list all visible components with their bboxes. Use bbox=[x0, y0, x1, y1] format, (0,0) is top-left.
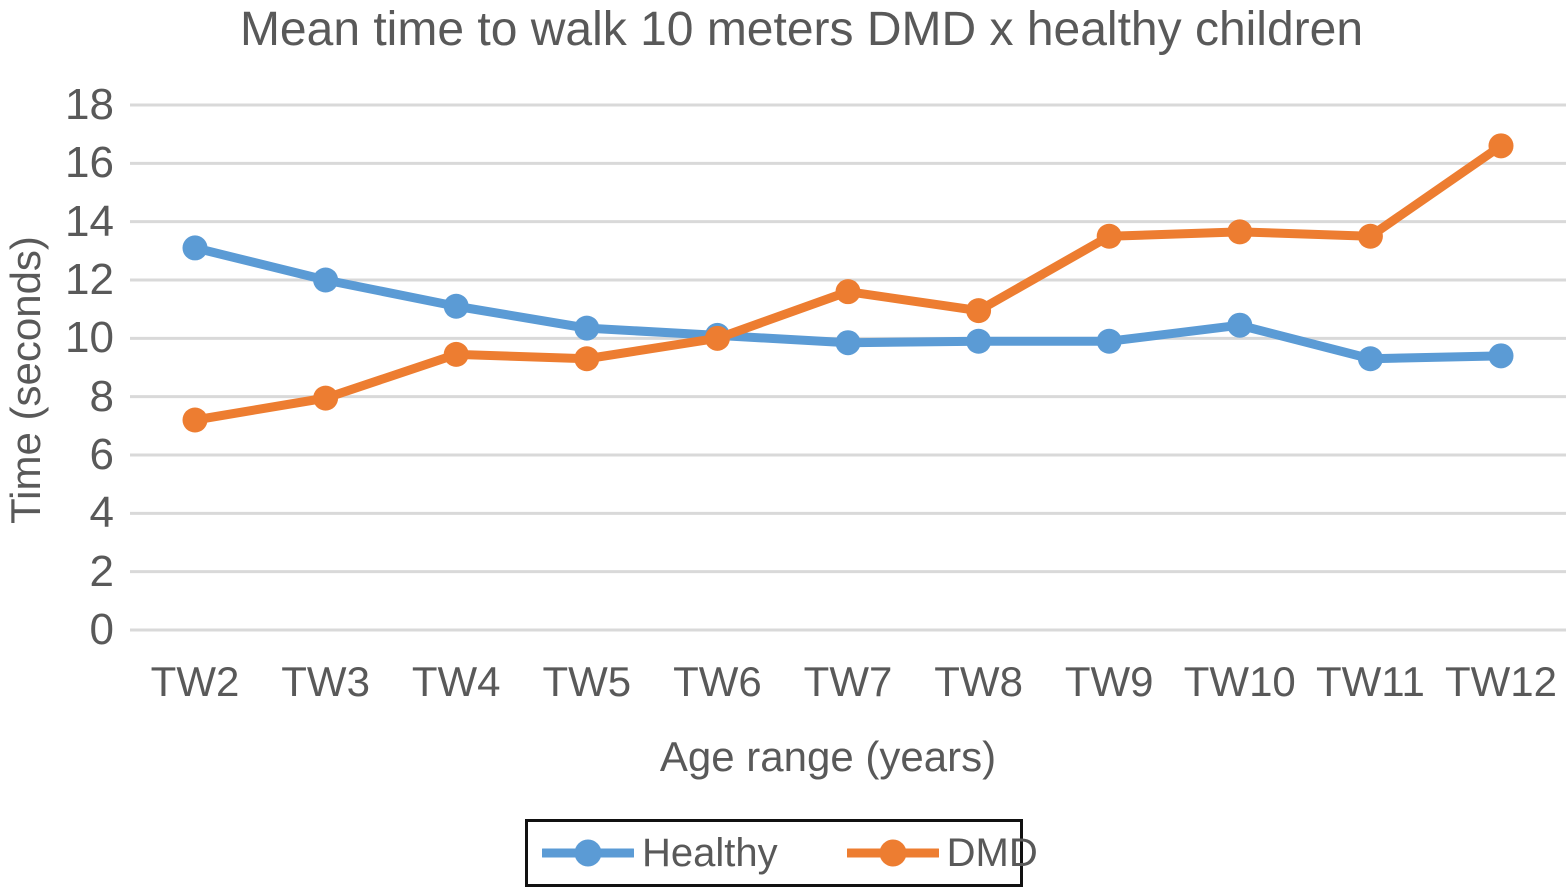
data-point-healthy-tw10 bbox=[1227, 312, 1253, 338]
y-tick-label: 10 bbox=[65, 313, 114, 363]
data-point-healthy-tw5 bbox=[574, 315, 600, 341]
legend-item-healthy: Healthy bbox=[542, 831, 778, 876]
data-point-dmd-tw8 bbox=[966, 298, 992, 324]
data-point-healthy-tw3 bbox=[313, 267, 339, 293]
y-tick-label: 12 bbox=[65, 255, 114, 304]
data-point-healthy-tw7 bbox=[835, 330, 861, 356]
legend-label-healthy: Healthy bbox=[642, 830, 778, 875]
x-axis-title: Age range (years) bbox=[659, 733, 997, 780]
x-tick-label: TW5 bbox=[542, 658, 632, 705]
data-point-dmd-tw3 bbox=[313, 385, 339, 411]
x-tick-label: TW4 bbox=[411, 658, 501, 705]
data-point-dmd-tw12 bbox=[1488, 133, 1514, 159]
legend-label-dmd: DMD bbox=[946, 830, 1038, 875]
data-point-dmd-tw10 bbox=[1227, 219, 1253, 245]
y-tick-label: 4 bbox=[89, 488, 114, 538]
x-tick-label: TW7 bbox=[803, 658, 893, 705]
x-tick-label: TW8 bbox=[934, 658, 1023, 705]
data-point-dmd-tw2 bbox=[182, 407, 208, 433]
data-point-healthy-tw8 bbox=[966, 328, 992, 354]
data-point-healthy-tw9 bbox=[1096, 328, 1122, 354]
legend-item-dmd: DMD bbox=[846, 830, 1038, 876]
data-point-dmd-tw6 bbox=[704, 325, 730, 351]
y-tick-label: 14 bbox=[65, 196, 114, 246]
y-axis-title: Time (seconds) bbox=[2, 236, 49, 524]
data-point-dmd-tw4 bbox=[443, 341, 469, 367]
data-point-healthy-tw4 bbox=[443, 293, 469, 319]
data-point-dmd-tw11 bbox=[1357, 223, 1383, 249]
y-tick-label: 8 bbox=[89, 371, 114, 421]
data-point-dmd-tw5 bbox=[574, 346, 600, 372]
y-tick-label: 16 bbox=[65, 138, 114, 188]
data-point-dmd-tw9 bbox=[1096, 223, 1122, 249]
y-tick-label: 2 bbox=[89, 546, 114, 596]
legend: Healthy DMD bbox=[525, 819, 1038, 887]
x-tick-label: TW10 bbox=[1183, 658, 1296, 705]
data-point-healthy-tw12 bbox=[1488, 343, 1514, 369]
data-point-dmd-tw7 bbox=[835, 279, 861, 305]
y-tick-label: 18 bbox=[65, 80, 114, 129]
x-tick-label: TW2 bbox=[150, 658, 240, 705]
x-tick-label: TW6 bbox=[673, 658, 762, 705]
x-tick-label: TW12 bbox=[1444, 658, 1557, 705]
chart-title: Mean time to walk 10 meters DMD x health… bbox=[239, 3, 1364, 56]
y-tick-label: 6 bbox=[89, 430, 114, 479]
y-tick-label: 0 bbox=[89, 605, 114, 654]
x-tick-label: TW11 bbox=[1315, 658, 1425, 705]
legend-marker-healthy-icon bbox=[542, 839, 634, 867]
x-tick-label: TW3 bbox=[281, 658, 370, 705]
legend-marker-dmd-icon bbox=[846, 839, 939, 867]
x-tick-label: TW9 bbox=[1064, 658, 1154, 705]
data-point-healthy-tw11 bbox=[1357, 346, 1383, 372]
data-point-healthy-tw2 bbox=[182, 235, 208, 261]
